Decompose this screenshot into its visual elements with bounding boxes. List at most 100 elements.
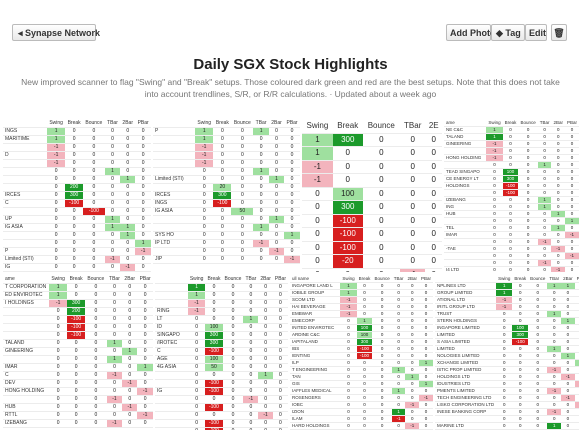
table-row: C 0 -100 0 0 0 0 [155, 347, 288, 356]
table-row: 0 -100 0 0 0 [302, 227, 442, 242]
screenshot-grid-b[interactable]: Swing Break Bounce TBar 2Bar PBar P 1 0 0 1 0 0 1 0 0 0 0… [153, 120, 300, 272]
stock-name-cell: ID [155, 323, 188, 332]
column-header[interactable]: Bounce [362, 120, 400, 134]
stock-name-cell: S ASIA LIMITED [435, 338, 497, 346]
screenshot-grid-c[interactable]: Swing Break Bounce TBar 2E 1 300 0 0 0 1 0 0 0 0 -1 0 0 0 0… [302, 120, 442, 272]
add-photos-button[interactable]: Add Photos [446, 24, 501, 41]
stock-name-cell: CE ENERGY LT [444, 175, 487, 183]
signal-cell: -1 [195, 151, 214, 160]
column-header[interactable]: Bounce [518, 120, 538, 127]
column-header[interactable]: Swing [486, 120, 503, 127]
column-header[interactable]: Bounce [231, 120, 254, 128]
stock-name-cell: TALAND [3, 339, 49, 348]
column-header[interactable]: Break [65, 120, 83, 128]
signal-cell: 0 [243, 403, 259, 412]
screenshot-grid-f[interactable]: Swing Break Bounce TBar 2Bar PBar 1 0 0 0 0 0 1 0 0 0 0 0… [155, 276, 288, 430]
table-row: ILAM 0 0 0 -1 0 0 [290, 415, 433, 423]
column-header[interactable]: PBar [284, 120, 300, 128]
column-header[interactable]: Break [332, 120, 363, 134]
signal-cell: 0 [496, 331, 513, 339]
column-header[interactable]: Swing [496, 276, 513, 283]
signal-cell: 0 [561, 366, 575, 374]
column-header[interactable]: 2Bar [122, 276, 138, 284]
column-header[interactable]: PBar [564, 120, 579, 127]
column-header[interactable]: TBar [547, 276, 562, 283]
column-header[interactable]: PBar [135, 120, 151, 128]
stock-name-cell: ISTIC PROP LIMITED [435, 366, 497, 374]
signal-cell: 0 [372, 352, 392, 360]
screenshot-grid-e[interactable]: ame Swing Break Bounce TBar 2Bar PBar T CORPORA… [3, 276, 153, 430]
screenshot-grid-a[interactable]: Swing Break Bounce TBar 2Bar PBar INGS 1 0 0 0 0 0 MA… [3, 120, 151, 272]
column-header[interactable]: Bounce [372, 276, 392, 283]
screenshot-grid-g[interactable]: ull name Swing Break Bounce TBar 2Bar PBar INGA… [290, 276, 433, 430]
column-header[interactable]: TBar [104, 120, 121, 128]
column-header[interactable]: 2Bar [268, 120, 285, 128]
signal-cell: 0 [496, 324, 513, 332]
table-row: 4G ASIA 0 50 0 0 0 0 [155, 363, 288, 372]
signal-cell: 0 [372, 408, 392, 416]
signal-cell: 0 [84, 291, 107, 300]
stock-name-cell: INGS [3, 127, 47, 136]
column-header[interactable]: Swing [340, 276, 357, 283]
column-header[interactable]: PBar [137, 276, 153, 284]
column-header[interactable]: 2E [425, 120, 442, 134]
signal-cell: 300 [205, 331, 223, 340]
column-header[interactable]: Swing [195, 120, 214, 128]
column-header-name: ame [444, 120, 487, 127]
column-header[interactable]: Break [67, 276, 85, 284]
stock-name-cell [153, 223, 195, 232]
column-header[interactable]: Break [502, 120, 519, 127]
column-header[interactable]: Bounce [82, 120, 105, 128]
column-header[interactable]: PBar [574, 276, 579, 283]
column-header[interactable]: Bounce [222, 276, 244, 284]
column-header[interactable]: 2Bar [561, 276, 575, 283]
signal-cell: 1 [302, 146, 333, 161]
signal-cell: 0 [82, 231, 105, 240]
table-row: INITED ENVIROTEC 0 100 0 0 0 0 [290, 324, 433, 332]
column-header[interactable]: TBar [537, 120, 552, 127]
column-header[interactable]: Bounce [528, 276, 548, 283]
delete-button[interactable]: 🗑 [551, 24, 567, 41]
signal-cell: 0 [362, 268, 400, 272]
column-header[interactable]: TBar [399, 120, 426, 134]
signal-cell: 0 [67, 419, 85, 428]
signal-cell: -1 [243, 395, 259, 404]
column-header[interactable]: Break [213, 120, 232, 128]
column-header[interactable]: TBar [253, 120, 269, 128]
column-header[interactable]: PBar [272, 276, 288, 284]
column-header[interactable]: Swing [302, 120, 333, 134]
column-header[interactable]: Break [205, 276, 223, 284]
table-header-row: ull name Swing Break Bounce TBar 2Bar PBar [290, 276, 433, 283]
column-header[interactable]: 2Bar [120, 120, 136, 128]
signal-cell: -1 [49, 299, 68, 308]
screenshot-grid-h[interactable]: SwingBreakBounceTBar2BarPBarNPLINES LTD1… [435, 276, 579, 430]
column-header[interactable]: Break [356, 276, 373, 283]
signal-cell: 0 [47, 215, 66, 224]
column-header[interactable]: Bounce [84, 276, 107, 284]
column-header[interactable]: Swing [47, 120, 66, 128]
column-header[interactable]: Swing [49, 276, 68, 284]
column-header[interactable]: Swing [187, 276, 206, 284]
stock-name-cell [155, 411, 188, 420]
column-header[interactable]: TBar [391, 276, 406, 283]
tag-button[interactable]: ◆ Tag [491, 24, 525, 41]
signal-cell: 0 [518, 238, 538, 246]
column-header[interactable]: TBar [243, 276, 259, 284]
table-row: D -1 0 0 0 0 0 [3, 151, 151, 160]
signal-cell: 0 [187, 339, 206, 348]
signal-cell: 0 [528, 422, 548, 430]
edit-button[interactable]: Edit [525, 24, 547, 41]
signal-cell: -1 [122, 403, 138, 412]
signal-cell: 0 [272, 427, 288, 430]
column-header[interactable]: Break [512, 276, 529, 283]
table-row: HONG HOLDING 0 0 0 0 0 -1 [3, 387, 153, 396]
column-header[interactable]: 2Bar [258, 276, 273, 284]
back-button[interactable]: ◂ Synapse Network [12, 24, 100, 41]
column-header[interactable]: TBar [106, 276, 123, 284]
stock-name-cell: IG [3, 263, 47, 272]
column-header[interactable]: PBar [418, 276, 433, 283]
column-header[interactable]: 2Bar [551, 120, 565, 127]
screenshot-grid-d[interactable]: ame Swing Break Bounce TBar 2Bar PBar NE C&C 1 0 0… [444, 120, 579, 272]
column-header[interactable]: 2Bar [405, 276, 419, 283]
